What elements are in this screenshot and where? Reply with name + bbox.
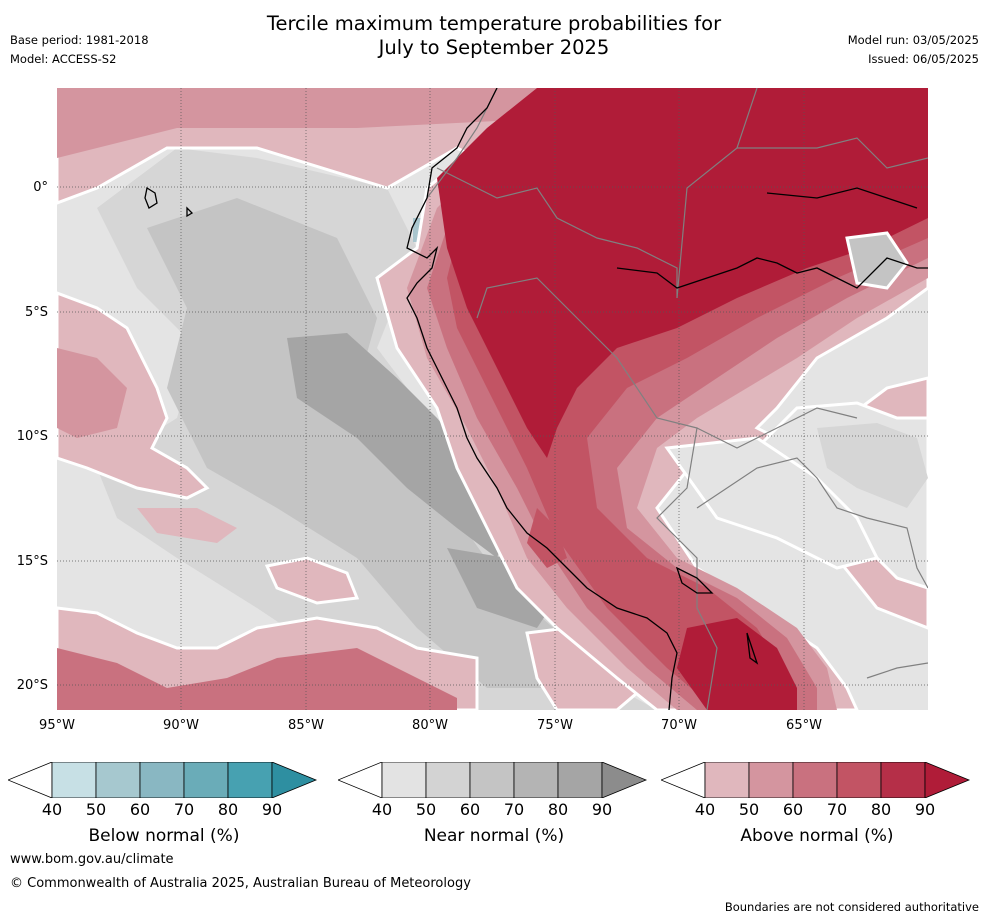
colorbar-below-normal (8, 762, 318, 798)
graticule (57, 88, 928, 710)
model-run-text: Model run: 03/05/2025 (847, 33, 979, 47)
colorbar-tick-label: 60 (129, 800, 151, 819)
colorbar-tick-label: 90 (591, 800, 613, 819)
model-text: Model: ACCESS-S2 (10, 52, 117, 66)
colorbar-tick-label: 80 (217, 800, 239, 819)
lat-label: 20°S (16, 678, 48, 693)
coastline (144, 88, 928, 710)
colorbar-tick-label: 40 (694, 800, 716, 819)
colorbar-above-normal (661, 762, 971, 798)
colorbar-extend-low (661, 762, 706, 798)
colorbar-extend-high (601, 762, 648, 798)
colorbar-tick-label: 90 (914, 800, 936, 819)
colorbar-segment (704, 762, 750, 798)
colorbar-tick-label: 60 (782, 800, 804, 819)
issued-text: Issued: 06/05/2025 (868, 52, 979, 66)
colorbar-tick-label: 70 (503, 800, 525, 819)
colorbar-tick-label: 90 (261, 800, 283, 819)
title-line-1: Tercile maximum temperature probabilitie… (266, 12, 722, 35)
above-normal-region (264, 556, 360, 605)
colorbar-tick-label: 50 (85, 800, 107, 819)
lat-label: 10°S (16, 429, 48, 444)
colorbar-segment (748, 762, 794, 798)
copyright-text: © Commonwealth of Australia 2025, Austra… (10, 876, 471, 891)
colorbar-tick-label: 80 (870, 800, 892, 819)
colorbar-extend-low (338, 762, 383, 798)
lat-label: 0° (33, 180, 48, 195)
colorbar-segment (880, 762, 926, 798)
lat-label: 15°S (16, 554, 48, 569)
above-normal-region (57, 648, 457, 710)
lon-label: 80°W (412, 718, 448, 733)
near-normal-region (447, 548, 557, 628)
lon-label: 90°W (163, 718, 199, 733)
colorbar-segment (51, 762, 97, 798)
disclaimer-text: Boundaries are not considered authoritat… (724, 900, 979, 914)
colorbar-extend-low (8, 762, 53, 798)
above-normal-region (677, 618, 797, 710)
colorbar-tick-label: 50 (738, 800, 760, 819)
colorbar-tick-label: 50 (415, 800, 437, 819)
colorbar-extend-high (924, 762, 971, 798)
colorbar-segment (95, 762, 141, 798)
colorbar-segment (469, 762, 515, 798)
colorbar-label-below: Below normal (%) (88, 826, 240, 846)
colorbar-label-near: Near normal (%) (423, 826, 565, 846)
colorbar-segment (227, 762, 273, 798)
colorbar-segment (836, 762, 882, 798)
colorbar-tick-label: 70 (826, 800, 848, 819)
lon-label: 75°W (537, 718, 573, 733)
colorbar-segment (183, 762, 229, 798)
colorbar-tick-label: 60 (459, 800, 481, 819)
above-normal-region (137, 508, 237, 543)
colorbar-segment (792, 762, 838, 798)
lon-label: 65°W (786, 718, 822, 733)
colorbar-segment (557, 762, 603, 798)
colorbar-extend-high (271, 762, 318, 798)
colorbar-tick-label: 80 (547, 800, 569, 819)
probability-map (57, 88, 928, 710)
above-normal-region (437, 88, 928, 458)
colorbar-tick-label: 40 (41, 800, 63, 819)
colorbar-tick-label: 70 (173, 800, 195, 819)
country-borders (426, 88, 928, 710)
above-normal-region (57, 348, 127, 438)
colorbar-segment (513, 762, 559, 798)
near-normal-region (817, 423, 928, 508)
near-normal-region (287, 333, 507, 558)
near-normal-region (664, 436, 880, 570)
bom-url: www.bom.gov.au/climate (10, 852, 174, 867)
colorbar-segment (139, 762, 185, 798)
colorbar-segment (381, 762, 427, 798)
above-normal-region (57, 291, 210, 500)
title-line-2: July to September 2025 (378, 36, 610, 59)
colorbar-label-above: Above normal (%) (740, 826, 894, 846)
lat-label: 5°S (24, 305, 48, 320)
lon-label: 85°W (288, 718, 324, 733)
colorbar-near-normal (338, 762, 648, 798)
lon-label: 95°W (39, 718, 75, 733)
base-period-text: Base period: 1981-2018 (10, 33, 149, 47)
above-normal-region (527, 508, 567, 568)
colorbar-tick-label: 40 (371, 800, 393, 819)
near-normal-region (845, 231, 909, 290)
lon-label: 70°W (661, 718, 697, 733)
colorbar-segment (425, 762, 471, 798)
map-title: Tercile maximum temperature probabilitie… (0, 12, 988, 60)
